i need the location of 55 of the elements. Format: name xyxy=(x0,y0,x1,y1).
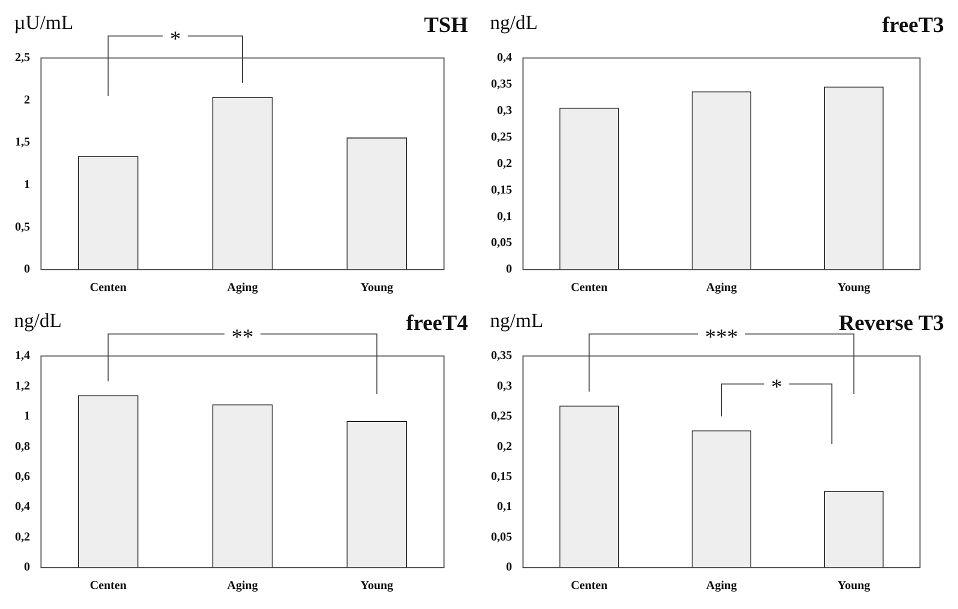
y-tick-label: 0,25 xyxy=(491,408,512,423)
y-tick-label: 0,3 xyxy=(497,102,512,117)
x-tick-label: Young xyxy=(360,280,394,294)
x-tick-label: Aging xyxy=(227,280,258,294)
y-tick-label: 0,4 xyxy=(15,499,30,514)
x-tick-label: Aging xyxy=(227,578,258,592)
y-tick-label: 0 xyxy=(506,560,512,574)
y-tick-label: 0,3 xyxy=(497,378,512,392)
y-tick-label: 2 xyxy=(24,92,30,106)
y-axis-title: ng/dL xyxy=(490,12,538,35)
text: *** xyxy=(705,324,738,349)
y-tick-label: 0,4 xyxy=(497,50,512,64)
y-tick-label: 0,1 xyxy=(497,208,512,223)
annotation: * xyxy=(771,374,782,399)
y-tick-label: 0,6 xyxy=(15,469,30,484)
x-tick-label: Young xyxy=(837,578,870,592)
y-tick-label: 0,15 xyxy=(491,182,512,196)
y-tick-label: 1 xyxy=(24,177,30,192)
x-tick-label: Young xyxy=(360,578,394,592)
x-tick-label: Centen xyxy=(90,280,127,294)
y-axis-title: µU/mL xyxy=(14,12,74,35)
x-tick-label: Centen xyxy=(90,578,127,592)
y-tick-label: 1,5 xyxy=(15,134,30,149)
y-tick-label: 1 xyxy=(24,408,30,423)
y-tick-label: 0,15 xyxy=(491,469,512,484)
x-tick-label: Centen xyxy=(570,578,608,592)
y-tick-label: 0,05 xyxy=(491,529,512,544)
chart-title: TSH xyxy=(424,12,468,38)
y-tick-label: 0,2 xyxy=(497,438,512,453)
y-tick-label: 0 xyxy=(24,560,30,574)
text: ** xyxy=(232,324,254,349)
y-tick-label: 2,5 xyxy=(15,50,30,64)
text: * xyxy=(170,26,181,51)
y-axis-title: ng/dL xyxy=(14,310,62,333)
x-tick-label: Aging xyxy=(706,280,737,294)
y-tick-label: 0,8 xyxy=(15,438,30,453)
y-tick-label: 0 xyxy=(24,262,30,276)
chart-title: Reverse T3 xyxy=(838,310,944,336)
y-tick-label: 0,2 xyxy=(15,529,30,544)
y-tick-label: 0,5 xyxy=(15,219,30,234)
y-tick-label: 0 xyxy=(506,262,512,276)
x-tick-label: Young xyxy=(837,280,870,294)
y-tick-label: 0,1 xyxy=(497,499,512,514)
y-tick-label: 0,05 xyxy=(491,235,512,250)
y-axis-title: ng/mL xyxy=(490,310,544,333)
x-tick-label: Aging xyxy=(706,578,737,592)
y-tick-label: 0,25 xyxy=(491,129,512,144)
y-tick-label: 0,2 xyxy=(497,156,512,170)
y-tick-label: 1,2 xyxy=(15,378,30,392)
y-tick-label: 0,35 xyxy=(491,76,512,91)
chart-title: freeT4 xyxy=(406,310,468,336)
y-tick-label: 0,35 xyxy=(491,348,512,362)
x-tick-label: Centen xyxy=(570,280,608,294)
chart-title: freeT3 xyxy=(882,12,944,38)
y-tick-label: 1,4 xyxy=(15,348,30,362)
